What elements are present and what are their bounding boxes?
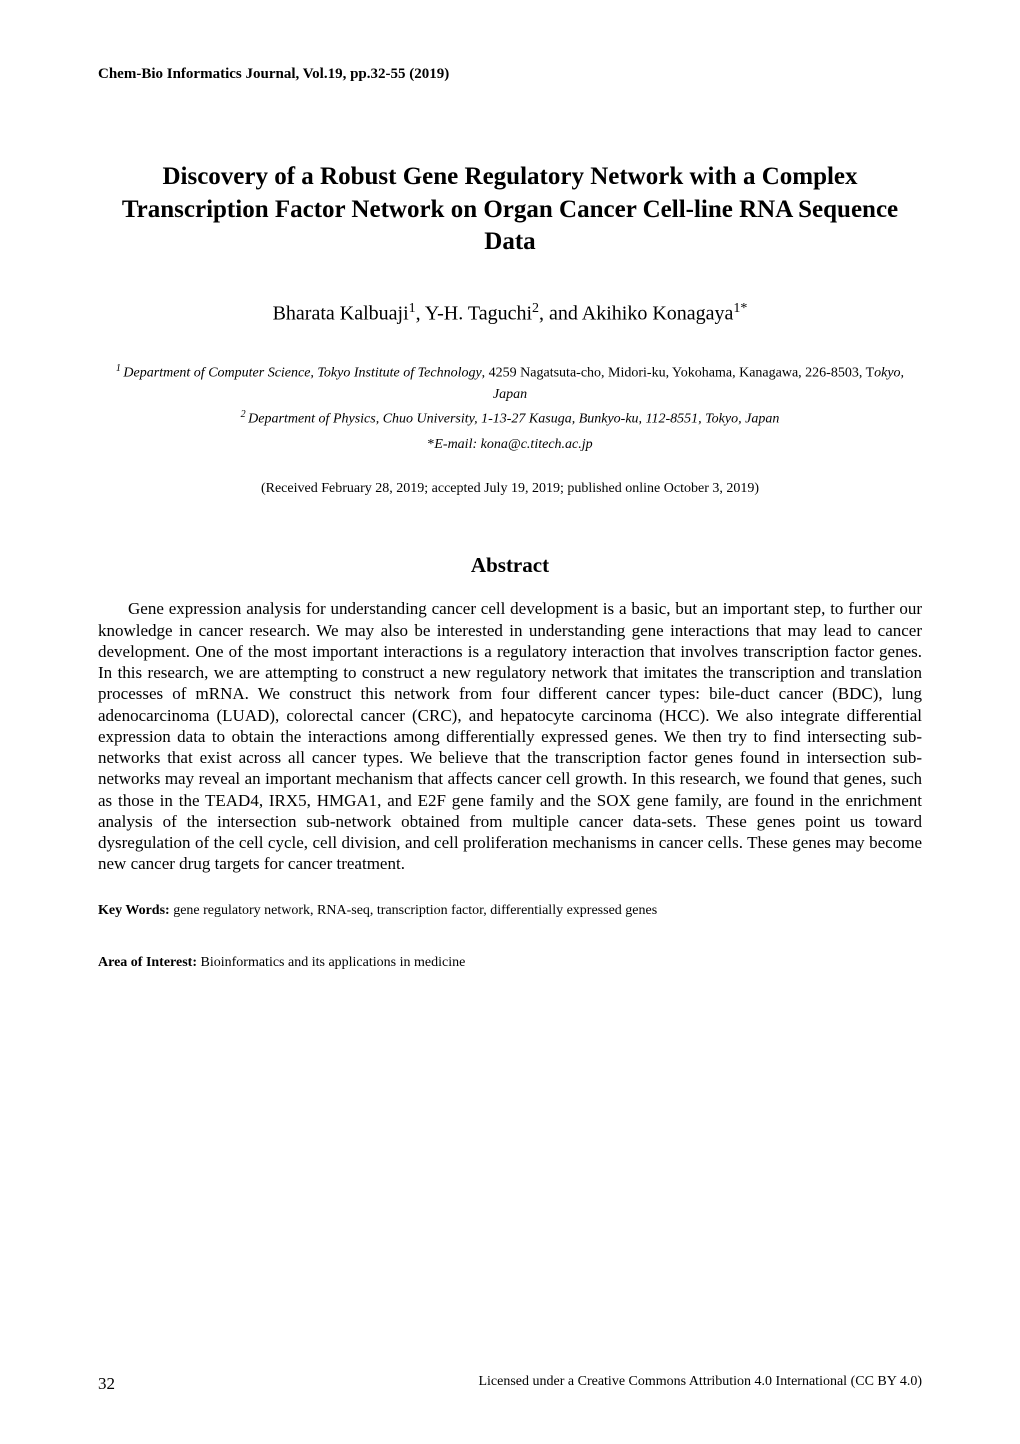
area-text: Bioinformatics and its applications in m… (201, 955, 466, 970)
affiliation-1-dept: Department of Computer Science, Tokyo In… (123, 366, 481, 381)
keywords-text: gene regulatory network, RNA-seq, transc… (173, 903, 657, 918)
area-label: Area of Interest: (98, 955, 201, 970)
authors-list: Bharata Kalbuaji1, Y-H. Taguchi2, and Ak… (98, 301, 922, 326)
page-number: 32 (98, 1374, 115, 1394)
abstract-heading: Abstract (98, 553, 922, 578)
author-3-affiliation-sup: 1* (733, 301, 747, 316)
affiliation-1: 1 Department of Computer Science, Tokyo … (98, 361, 922, 405)
abstract-body: Gene expression analysis for understandi… (98, 598, 922, 874)
keywords: Key Words: gene regulatory network, RNA-… (98, 903, 922, 919)
author-1-name: Bharata Kalbuaji (273, 302, 409, 324)
area-of-interest: Area of Interest: Bioinformatics and its… (98, 955, 922, 971)
affiliation-2-text: Department of Physics, Chuo University, … (248, 411, 779, 426)
affiliation-2: 2 Department of Physics, Chuo University… (98, 407, 922, 430)
author-1-affiliation-sup: 1 (409, 301, 416, 316)
journal-header: Chem-Bio Informatics Journal, Vol.19, pp… (98, 66, 922, 83)
author-3-name: , and Akihiko Konagaya (539, 302, 733, 324)
page-footer: 32 Licensed under a Creative Commons Att… (98, 1374, 922, 1394)
author-2-affiliation-sup: 2 (532, 301, 539, 316)
publication-dates: (Received February 28, 2019; accepted Ju… (98, 481, 922, 497)
affiliation-1-addr: , 4259 Nagatsuta-cho, Midori-ku, Yokoham… (482, 366, 874, 381)
license-text: Licensed under a Creative Commons Attrib… (478, 1374, 922, 1394)
email-label: E-mail: (434, 437, 480, 452)
author-2-name: , Y-H. Taguchi (416, 302, 532, 324)
keywords-label: Key Words: (98, 903, 173, 918)
email-address: kona@c.titech.ac.jp (481, 437, 593, 452)
paper-title: Discovery of a Robust Gene Regulatory Ne… (98, 161, 922, 259)
corresponding-email: *E-mail: kona@c.titech.ac.jp (98, 437, 922, 453)
